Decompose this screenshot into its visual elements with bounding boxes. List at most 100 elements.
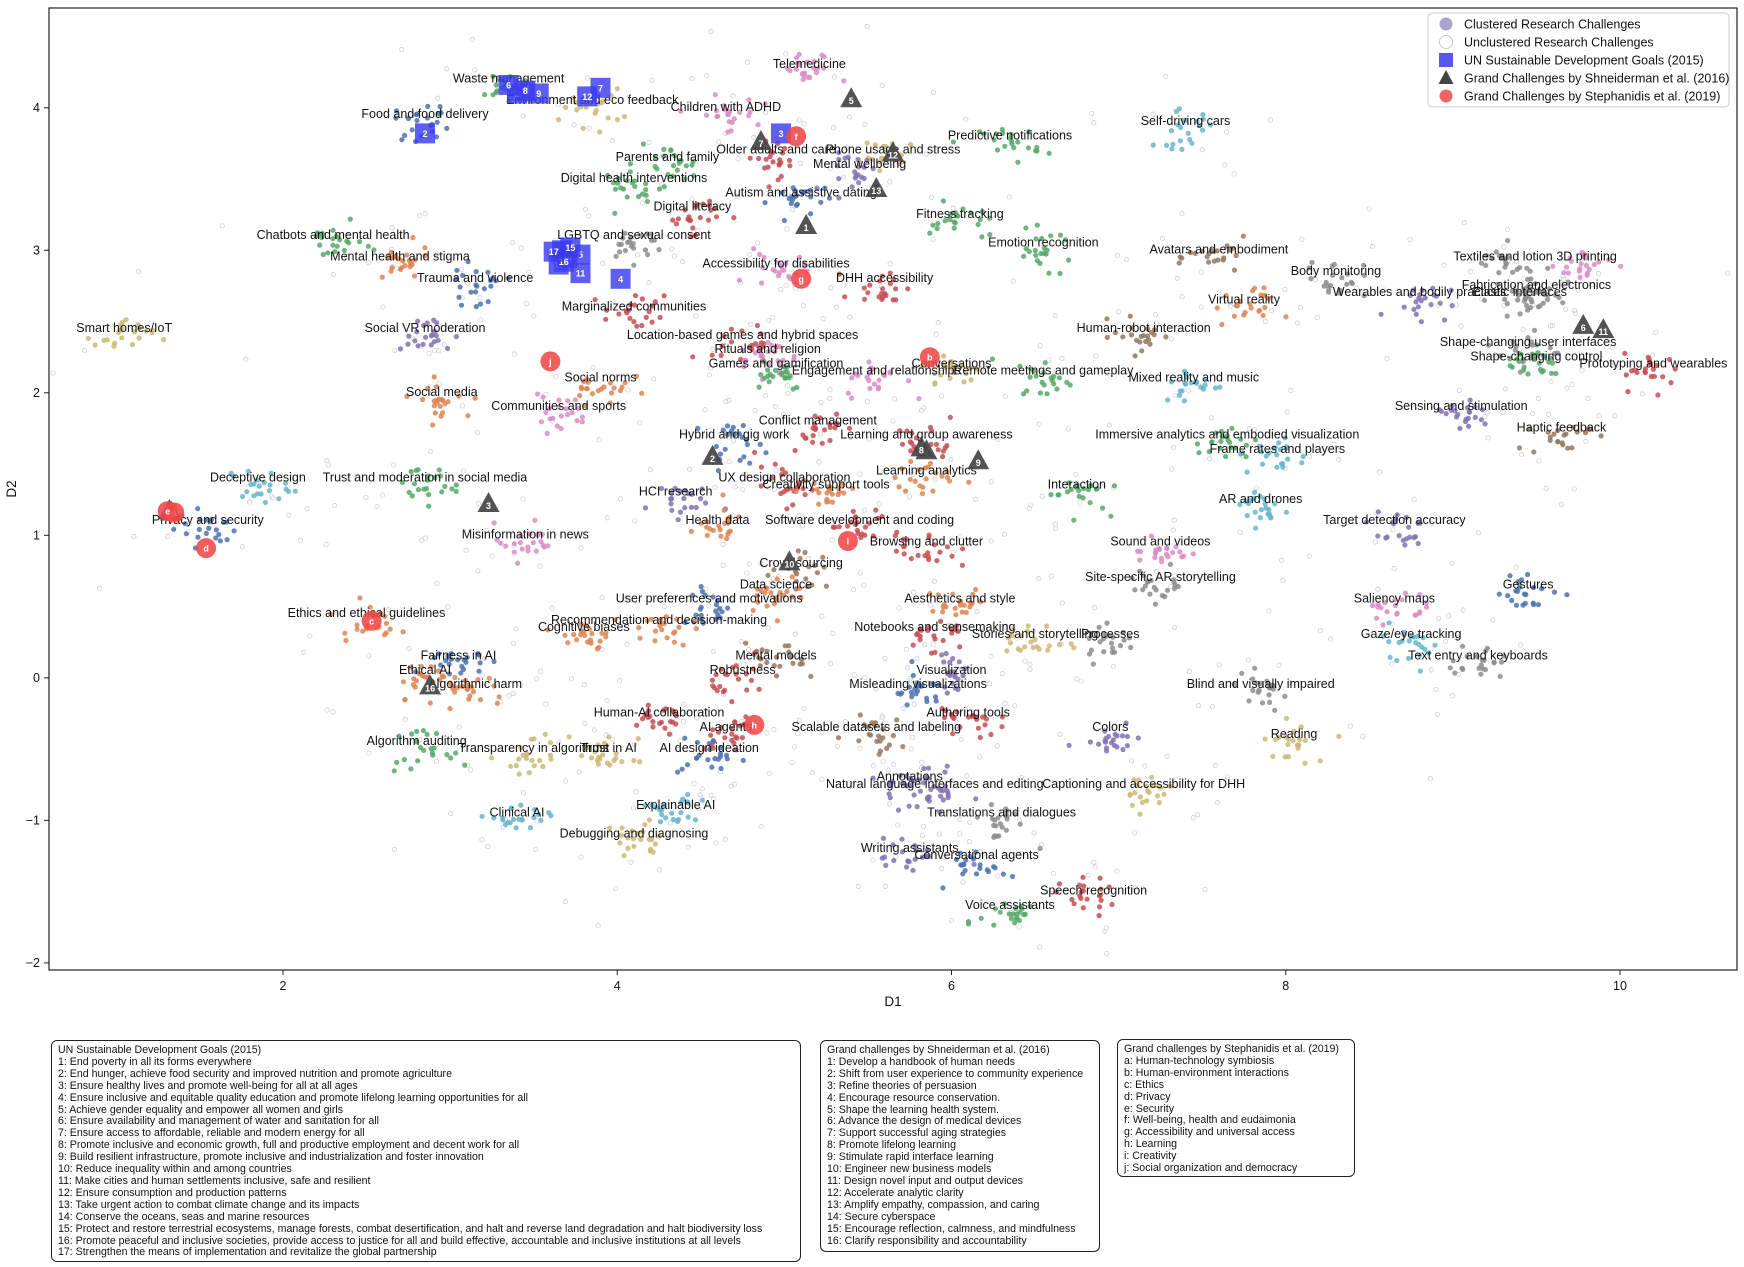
clustered-point: [464, 686, 470, 692]
clustered-point: [959, 562, 966, 568]
clustered-point: [1467, 397, 1473, 403]
clustered-point: [1188, 380, 1194, 386]
clustered-point: [876, 384, 882, 390]
clustered-point: [1265, 295, 1271, 302]
clustered-point: [805, 74, 811, 80]
unclustered-point: [1074, 676, 1080, 682]
clustered-point: [706, 740, 712, 747]
clustered-point: [535, 391, 541, 397]
clustered-point: [574, 107, 580, 113]
clustered-point: [729, 737, 735, 743]
clustered-point: [937, 809, 943, 816]
clustered-point: [620, 235, 626, 241]
clustered-point: [1214, 305, 1220, 311]
cluster-label: Annotations: [877, 770, 943, 784]
shneiderman-marker-label: 8: [919, 445, 924, 455]
clustered-point: [999, 714, 1005, 720]
shneiderman-item: 14: Secure cyberspace: [827, 1210, 936, 1223]
clustered-point: [1137, 549, 1144, 555]
unclustered-point: [576, 769, 582, 775]
clustered-point: [1457, 425, 1463, 431]
cluster-label: Visualization: [917, 663, 987, 677]
clustered-point: [1071, 901, 1077, 907]
unclustered-point: [584, 75, 591, 81]
clustered-point: [657, 617, 664, 623]
unclustered-point: [434, 251, 440, 257]
clustered-point: [781, 489, 787, 495]
clustered-point: [760, 265, 766, 271]
clustered-point: [465, 413, 471, 419]
cluster-label: Shape-changing control: [1470, 349, 1602, 363]
unclustered-point: [827, 518, 833, 524]
unclustered-point: [324, 458, 330, 464]
clustered-point: [668, 501, 674, 507]
clustered-point: [427, 700, 433, 706]
clustered-point: [453, 334, 459, 340]
clustered-point: [535, 811, 541, 817]
clustered-point: [777, 269, 783, 275]
clustered-point: [475, 650, 481, 657]
unclustered-point: [297, 537, 303, 543]
clustered-point: [935, 221, 941, 227]
clustered-point: [206, 525, 212, 531]
clustered-point: [1449, 303, 1455, 309]
clustered-point: [926, 798, 932, 804]
clustered-point: [820, 554, 826, 561]
clustered-point: [611, 758, 617, 764]
clustered-point: [330, 242, 336, 248]
clustered-point: [648, 231, 654, 237]
clustered-point: [1265, 681, 1271, 687]
clustered-point: [787, 373, 793, 379]
clustered-point: [821, 54, 827, 60]
clustered-point: [718, 751, 724, 757]
unclustered-point: [1375, 586, 1381, 592]
cluster-label: Ethical AI: [399, 663, 451, 677]
clustered-point: [710, 594, 716, 600]
clustered-point: [912, 478, 918, 484]
clustered-point: [1250, 687, 1256, 694]
clustered-point: [493, 82, 499, 88]
clustered-point: [637, 635, 643, 641]
clustered-point: [949, 680, 956, 687]
clustered-point: [1140, 573, 1146, 579]
clustered-point: [1062, 237, 1068, 243]
unclustered-point: [796, 512, 802, 519]
clustered-point: [704, 519, 710, 525]
clustered-point: [1108, 513, 1114, 519]
clustered-point: [651, 237, 658, 243]
clustered-point: [684, 762, 691, 768]
clustered-point: [1339, 275, 1345, 281]
cluster-label: Speech recognition: [1040, 884, 1147, 898]
unclustered-point: [1434, 514, 1440, 520]
clustered-point: [627, 161, 634, 167]
clustered-point: [505, 275, 511, 281]
clustered-point: [1413, 311, 1419, 317]
clustered-point: [697, 606, 704, 612]
unclustered-point: [534, 676, 540, 682]
clustered-point: [891, 857, 897, 864]
unclustered-point: [448, 810, 454, 816]
clustered-point: [718, 352, 724, 358]
stephanidis-marker-label: d: [203, 544, 209, 554]
clustered-point: [957, 599, 963, 605]
clustered-point: [867, 370, 873, 376]
clustered-point: [879, 155, 885, 161]
clustered-point: [1190, 551, 1196, 557]
clustered-point: [1623, 372, 1629, 378]
clustered-point: [605, 172, 611, 178]
clustered-point: [1510, 339, 1516, 345]
clustered-point: [743, 437, 750, 443]
clustered-point: [652, 299, 658, 305]
clustered-point: [764, 659, 770, 666]
clustered-point: [473, 269, 479, 275]
clustered-point: [1531, 584, 1537, 591]
clustered-point: [1127, 313, 1133, 319]
unclustered-point: [751, 134, 757, 140]
clustered-point: [721, 507, 727, 513]
clustered-point: [1437, 300, 1443, 306]
clustered-point: [526, 770, 532, 776]
clustered-point: [150, 327, 156, 333]
cluster-label: Stories and storytelling: [972, 627, 1099, 641]
clustered-point: [426, 492, 432, 498]
clustered-point: [455, 657, 461, 663]
